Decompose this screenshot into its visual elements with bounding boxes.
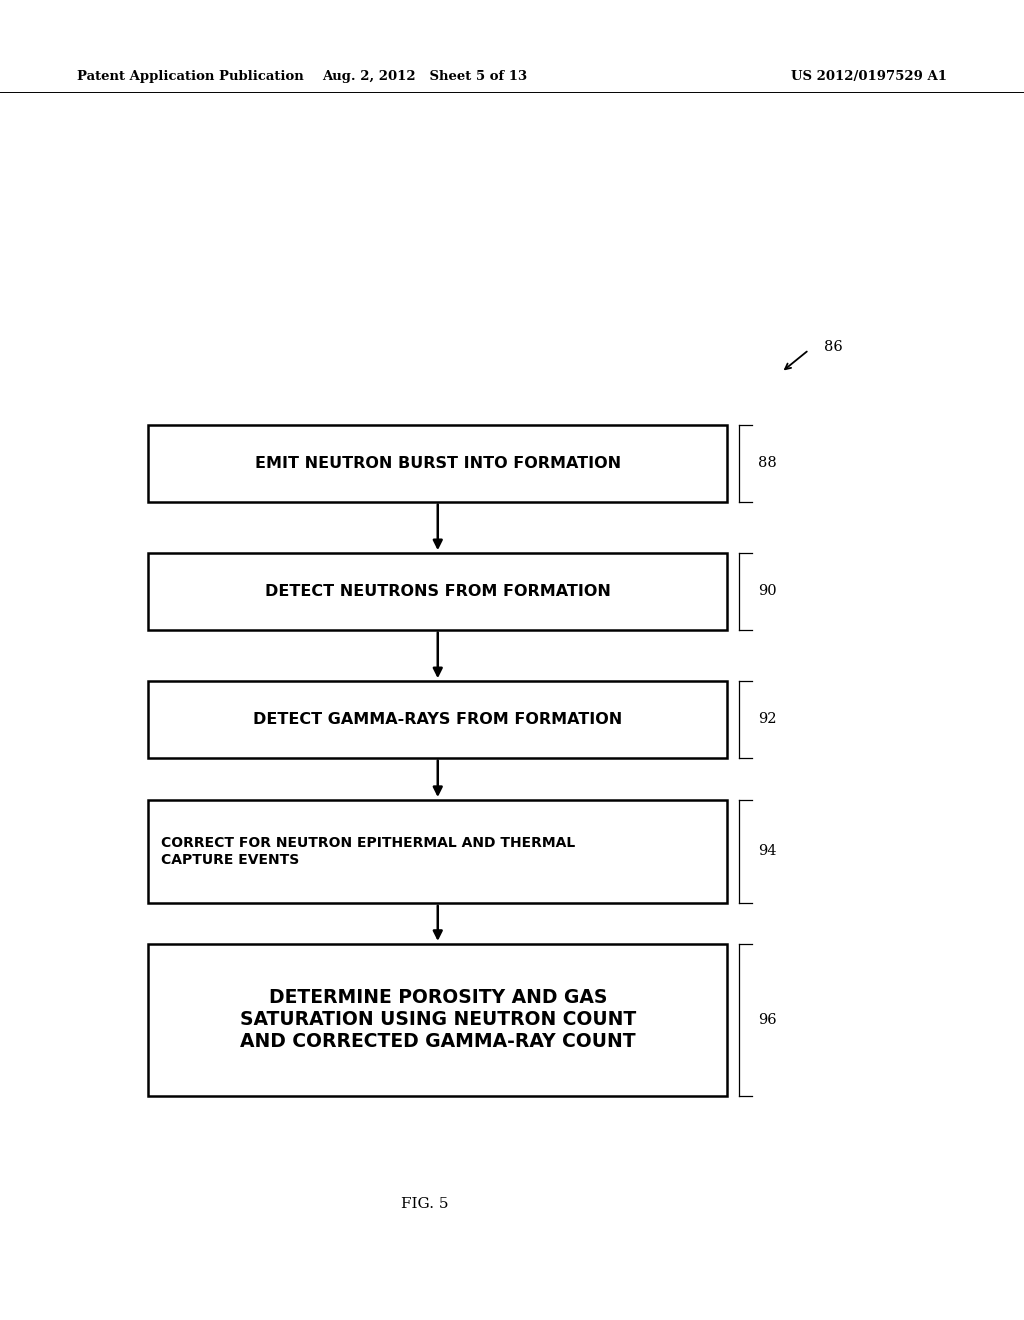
- Text: 90: 90: [758, 585, 776, 598]
- Text: DETECT GAMMA-RAYS FROM FORMATION: DETECT GAMMA-RAYS FROM FORMATION: [253, 711, 623, 727]
- Text: 96: 96: [758, 1012, 776, 1027]
- FancyBboxPatch shape: [148, 681, 727, 758]
- Text: 92: 92: [758, 713, 776, 726]
- Text: Patent Application Publication: Patent Application Publication: [77, 70, 303, 83]
- FancyBboxPatch shape: [148, 800, 727, 903]
- Text: 86: 86: [824, 341, 843, 354]
- FancyBboxPatch shape: [148, 553, 727, 630]
- Text: CORRECT FOR NEUTRON EPITHERMAL AND THERMAL
CAPTURE EVENTS: CORRECT FOR NEUTRON EPITHERMAL AND THERM…: [161, 837, 575, 866]
- Text: DETECT NEUTRONS FROM FORMATION: DETECT NEUTRONS FROM FORMATION: [265, 583, 610, 599]
- Text: Aug. 2, 2012   Sheet 5 of 13: Aug. 2, 2012 Sheet 5 of 13: [323, 70, 527, 83]
- Text: DETERMINE POROSITY AND GAS
SATURATION USING NEUTRON COUNT
AND CORRECTED GAMMA-RA: DETERMINE POROSITY AND GAS SATURATION US…: [240, 989, 636, 1051]
- FancyBboxPatch shape: [148, 944, 727, 1096]
- Text: EMIT NEUTRON BURST INTO FORMATION: EMIT NEUTRON BURST INTO FORMATION: [255, 455, 621, 471]
- Text: 94: 94: [758, 845, 776, 858]
- Text: 88: 88: [758, 457, 776, 470]
- Text: US 2012/0197529 A1: US 2012/0197529 A1: [792, 70, 947, 83]
- FancyBboxPatch shape: [148, 425, 727, 502]
- Text: FIG. 5: FIG. 5: [401, 1197, 449, 1210]
